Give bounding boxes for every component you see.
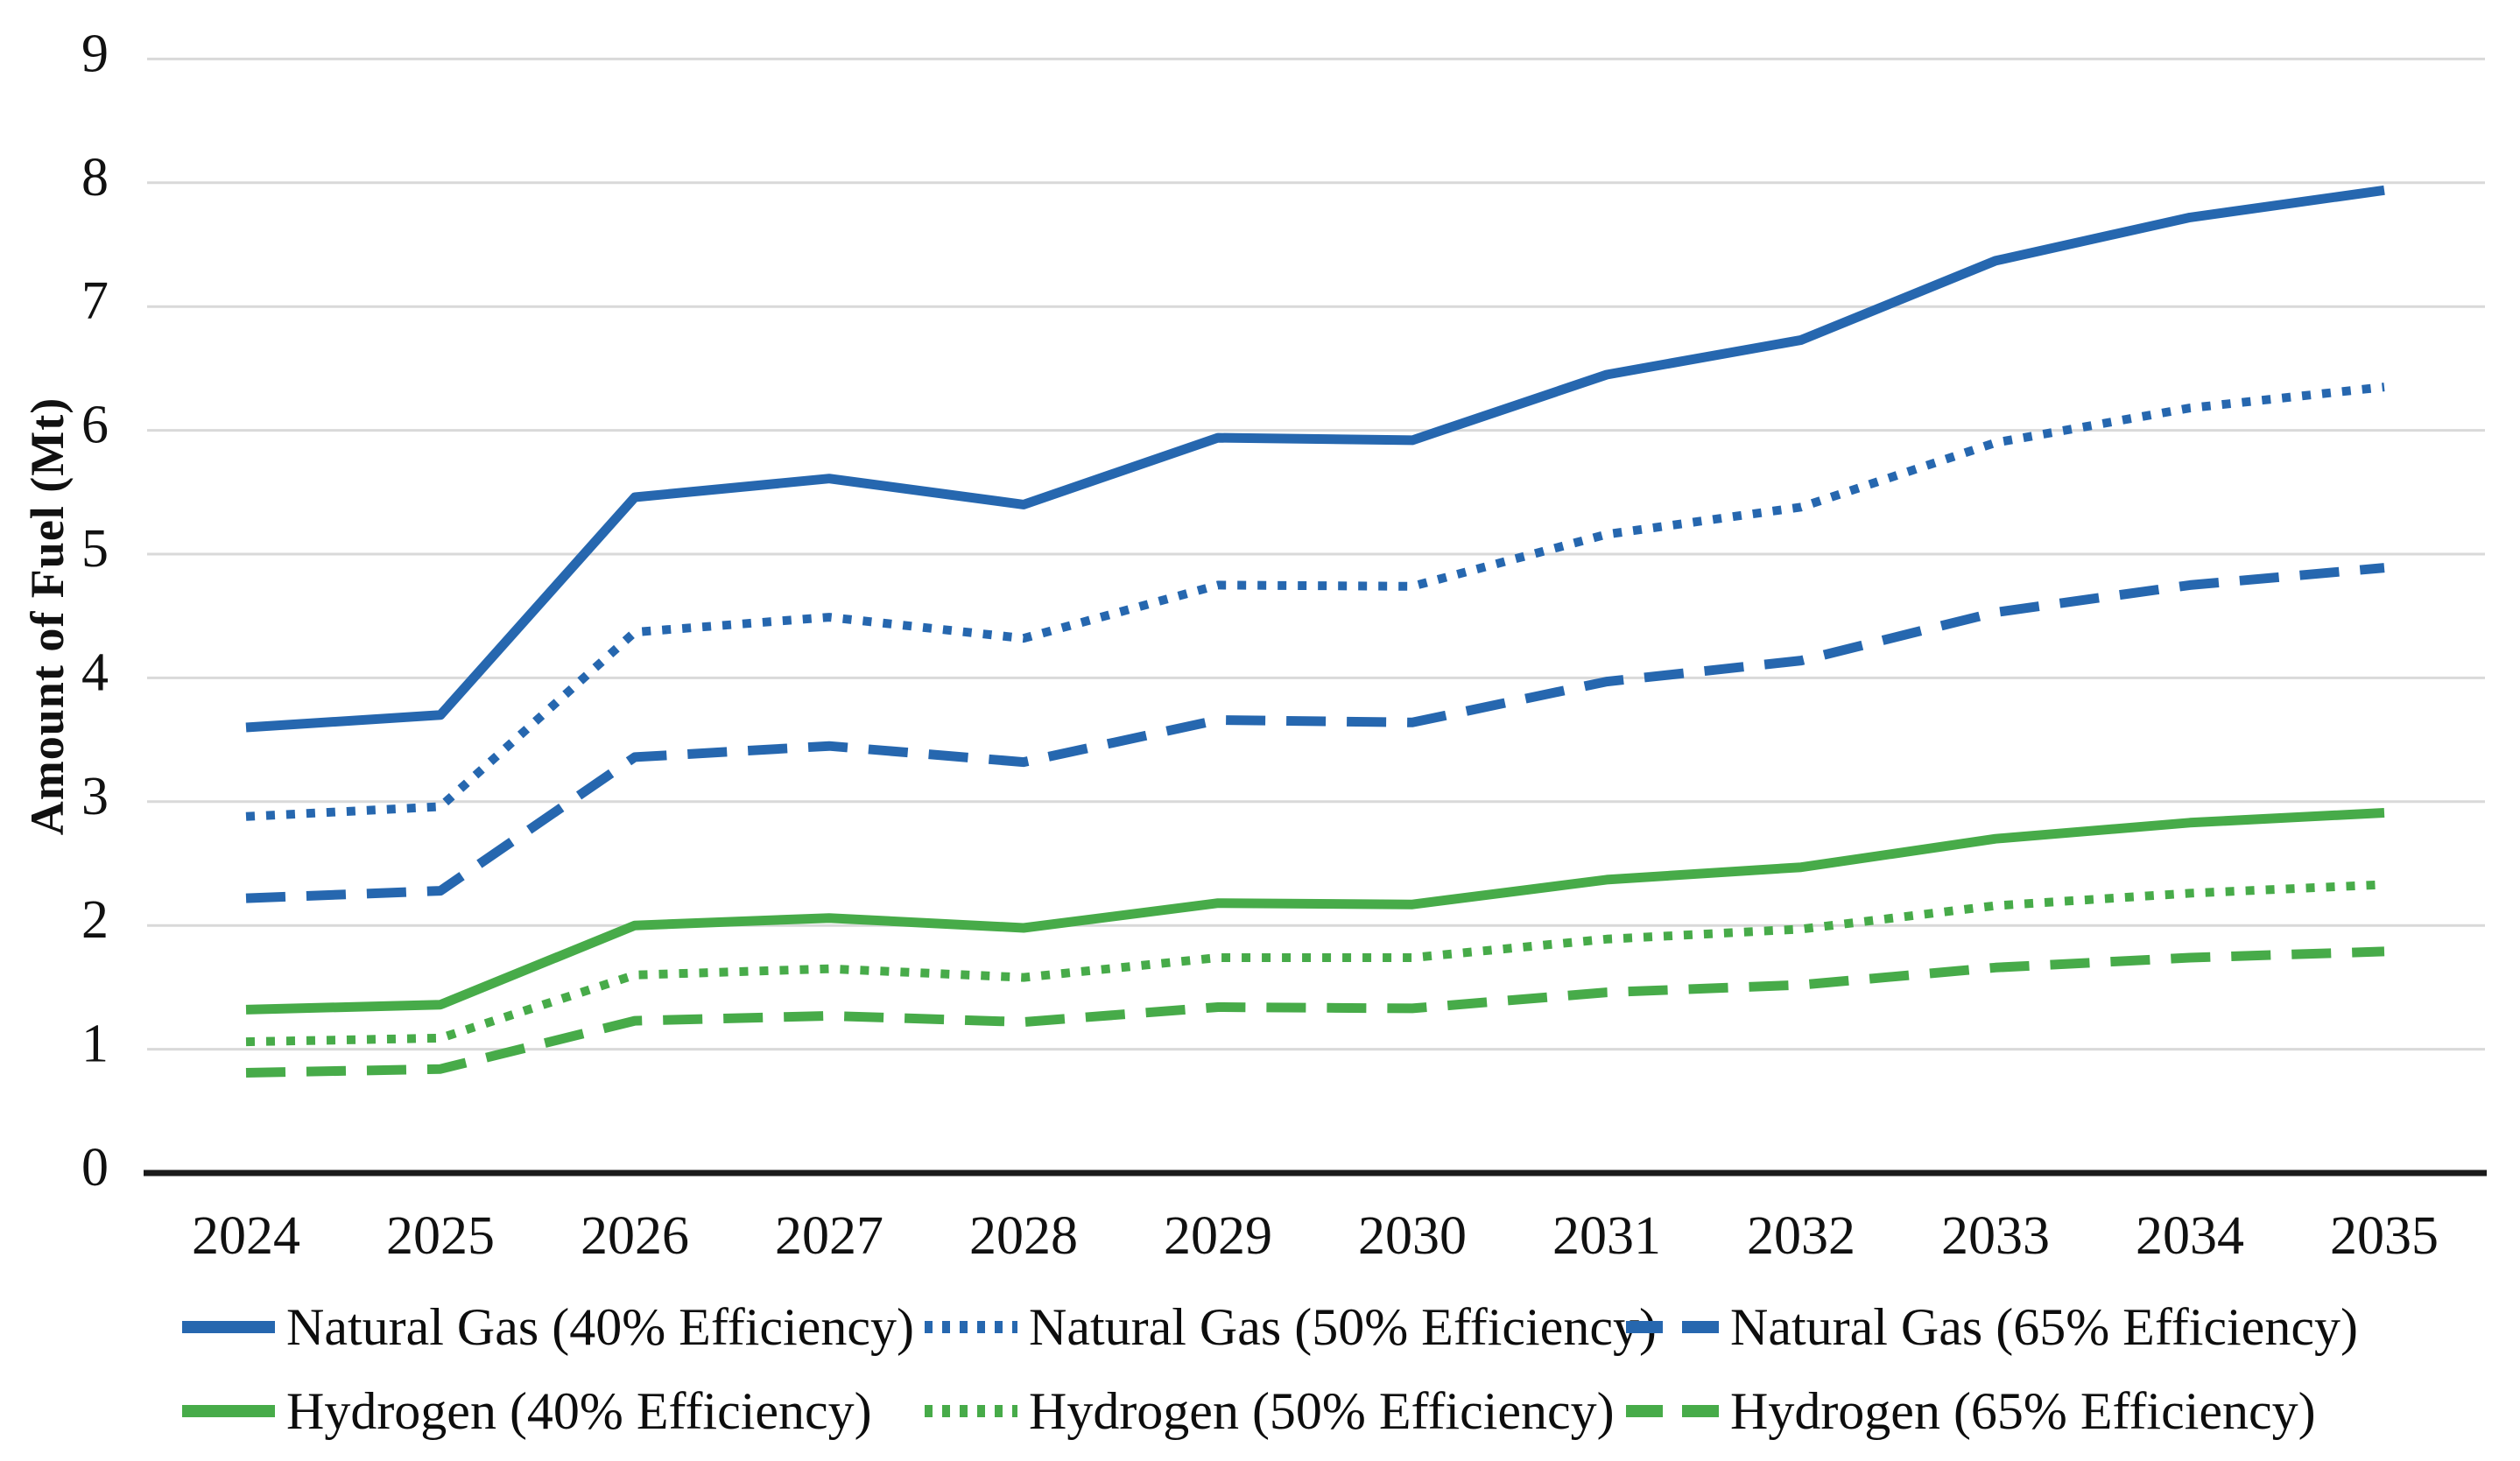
y-tick-label-6: 6	[81, 396, 109, 455]
y-tick-label-1: 1	[81, 1015, 109, 1074]
legend-label: Hydrogen (65% Efficiency)	[1730, 1381, 2316, 1440]
series-line-4-dotted	[245, 880, 2385, 1047]
x-tick-label-2029: 2029	[1164, 1206, 1272, 1266]
legend-item-natural-gas-50: Natural Gas (50% Efficiency)	[922, 1285, 1657, 1369]
y-tick-label-7: 7	[81, 271, 109, 331]
solid-green-line-icon	[182, 1405, 275, 1417]
dotted-green-line-icon	[925, 1405, 1017, 1417]
legend-item-natural-gas-65: Natural Gas (65% Efficiency)	[1623, 1285, 2358, 1369]
x-tick-label-2033: 2033	[1941, 1206, 2050, 1266]
x-tick-label-2031: 2031	[1552, 1206, 1661, 1266]
series-line-3-solid	[245, 808, 2385, 1015]
x-tick-label-2025: 2025	[386, 1206, 495, 1266]
x-tick-label-2030: 2030	[1358, 1206, 1467, 1266]
y-tick-label-8: 8	[81, 148, 109, 207]
chart-legend: Natural Gas (40% Efficiency) Natural Gas…	[0, 1285, 2520, 1453]
legend-label: Natural Gas (50% Efficiency)	[1029, 1297, 1657, 1356]
x-tick-label-2027: 2027	[775, 1206, 883, 1266]
series-line-2-dashed	[245, 563, 2385, 903]
x-tick-label-2026: 2026	[581, 1206, 689, 1266]
legend-label: Hydrogen (40% Efficiency)	[286, 1381, 872, 1440]
legend-row-2: Hydrogen (40% Efficiency) Hydrogen (50% …	[0, 1369, 2520, 1453]
x-tick-label-2034: 2034	[2136, 1206, 2244, 1266]
dotted-blue-line-icon	[925, 1321, 1017, 1333]
legend-label: Natural Gas (40% Efficiency)	[286, 1297, 914, 1356]
legend-item-hydrogen-40: Hydrogen (40% Efficiency)	[179, 1369, 872, 1453]
x-tick-label-2028: 2028	[969, 1206, 1078, 1266]
legend-item-natural-gas-40: Natural Gas (40% Efficiency)	[179, 1285, 914, 1369]
legend-label: Natural Gas (65% Efficiency)	[1730, 1297, 2358, 1356]
y-tick-label-3: 3	[81, 767, 109, 826]
y-tick-label-5: 5	[81, 519, 109, 579]
solid-blue-line-icon	[182, 1321, 275, 1333]
legend-item-hydrogen-65: Hydrogen (65% Efficiency)	[1623, 1369, 2316, 1453]
y-tick-label-2: 2	[81, 890, 109, 950]
y-tick-label-9: 9	[81, 24, 109, 83]
x-tick-label-2035: 2035	[2330, 1206, 2439, 1266]
legend-row-1: Natural Gas (40% Efficiency) Natural Gas…	[0, 1285, 2520, 1369]
dashed-green-line-icon	[1626, 1405, 1719, 1417]
y-axis-title: Amount of Fuel (Mt)	[21, 397, 74, 836]
y-tick-label-4: 4	[81, 643, 109, 702]
legend-item-hydrogen-50: Hydrogen (50% Efficiency)	[922, 1369, 1615, 1453]
series-line-1-dotted	[245, 383, 2385, 821]
series-line-5-dashed	[245, 946, 2385, 1078]
series-line-0-solid	[245, 185, 2385, 733]
dashed-blue-line-icon	[1626, 1321, 1719, 1333]
x-tick-label-2032: 2032	[1747, 1206, 1855, 1266]
x-tick-label-2024: 2024	[192, 1206, 300, 1266]
y-tick-label-0: 0	[81, 1138, 109, 1198]
legend-label: Hydrogen (50% Efficiency)	[1029, 1381, 1615, 1440]
